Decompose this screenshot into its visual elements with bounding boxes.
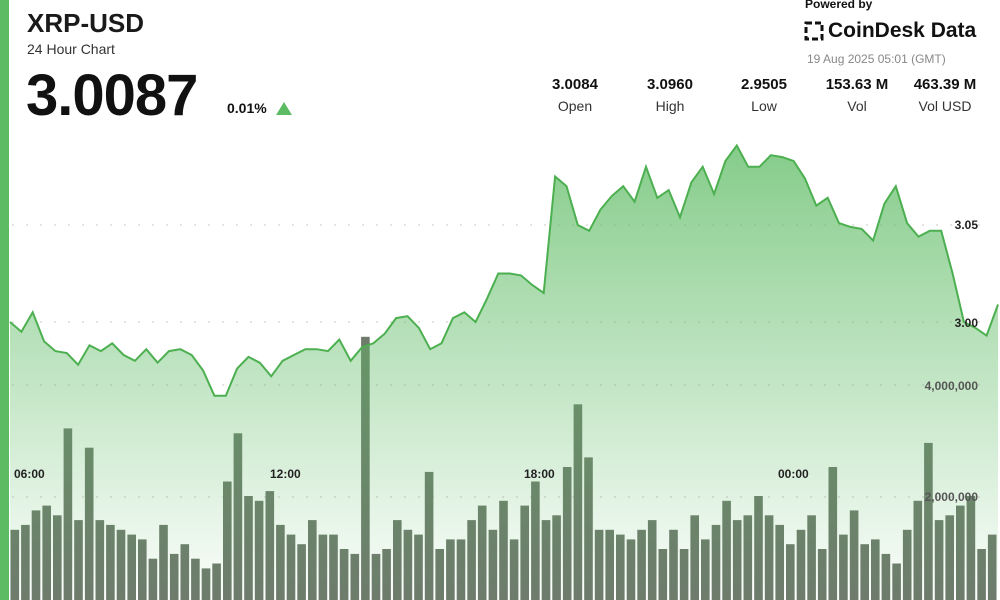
stat-vol: 153.63 M Vol — [807, 76, 907, 114]
brand-name: CoinDesk Data — [828, 19, 977, 42]
stat-open-value: 3.0084 — [552, 76, 598, 93]
price-change: 0.01% — [227, 100, 267, 116]
chart-subtitle: 24 Hour Chart — [27, 41, 115, 57]
stat-high-value: 3.0960 — [647, 76, 693, 93]
accent-bar — [0, 0, 9, 600]
stats-row: 3.0084 Open 3.0960 High 2.9505 Low 153.6… — [0, 76, 1000, 126]
stat-vol-usd-value: 463.39 M — [913, 76, 977, 93]
price-tick-label: 3.05 — [955, 218, 979, 232]
stat-vol-value: 153.63 M — [825, 76, 889, 93]
x-axis-ticks: 06:00 12:00 18:00 00:00 — [14, 467, 809, 481]
stat-open: 3.0084 Open — [525, 76, 625, 114]
chart-title: XRP-USD — [27, 8, 145, 38]
x-tick-label: 18:00 — [524, 467, 555, 481]
powered-by-label: Powered by — [805, 0, 873, 11]
volume-tick-label: 2,000,000 — [925, 490, 979, 504]
current-price: 3.0087 — [26, 63, 198, 128]
volume-tick-label: 4,000,000 — [925, 379, 979, 393]
x-tick-label: 06:00 — [14, 467, 45, 481]
coindesk-icon — [804, 21, 824, 41]
up-arrow-icon — [276, 102, 292, 115]
price-line — [9, 143, 999, 397]
x-tick-label: 00:00 — [778, 467, 809, 481]
stat-high-label: High — [655, 98, 685, 114]
brand-logo[interactable]: CoinDesk Data — [804, 19, 976, 43]
stat-high: 3.0960 High — [620, 76, 720, 114]
stat-open-label: Open — [557, 98, 593, 114]
price-area — [10, 145, 998, 600]
stat-vol-label: Vol — [847, 98, 867, 114]
stat-low-value: 2.9505 — [741, 76, 787, 93]
stat-low-label: Low — [751, 98, 777, 114]
stat-vol-usd-label: Vol USD — [918, 98, 972, 114]
x-tick-label: 12:00 — [270, 467, 301, 481]
timestamp: 19 Aug 2025 05:01 (GMT) — [807, 52, 946, 66]
price-tick-label: 3.00 — [955, 316, 979, 330]
stat-vol-usd: 463.39 M Vol USD — [895, 76, 995, 114]
stat-low: 2.9505 Low — [714, 76, 814, 114]
y-axis-ticks: 3.05 3.00 4,000,000 2,000,000 — [925, 218, 979, 504]
